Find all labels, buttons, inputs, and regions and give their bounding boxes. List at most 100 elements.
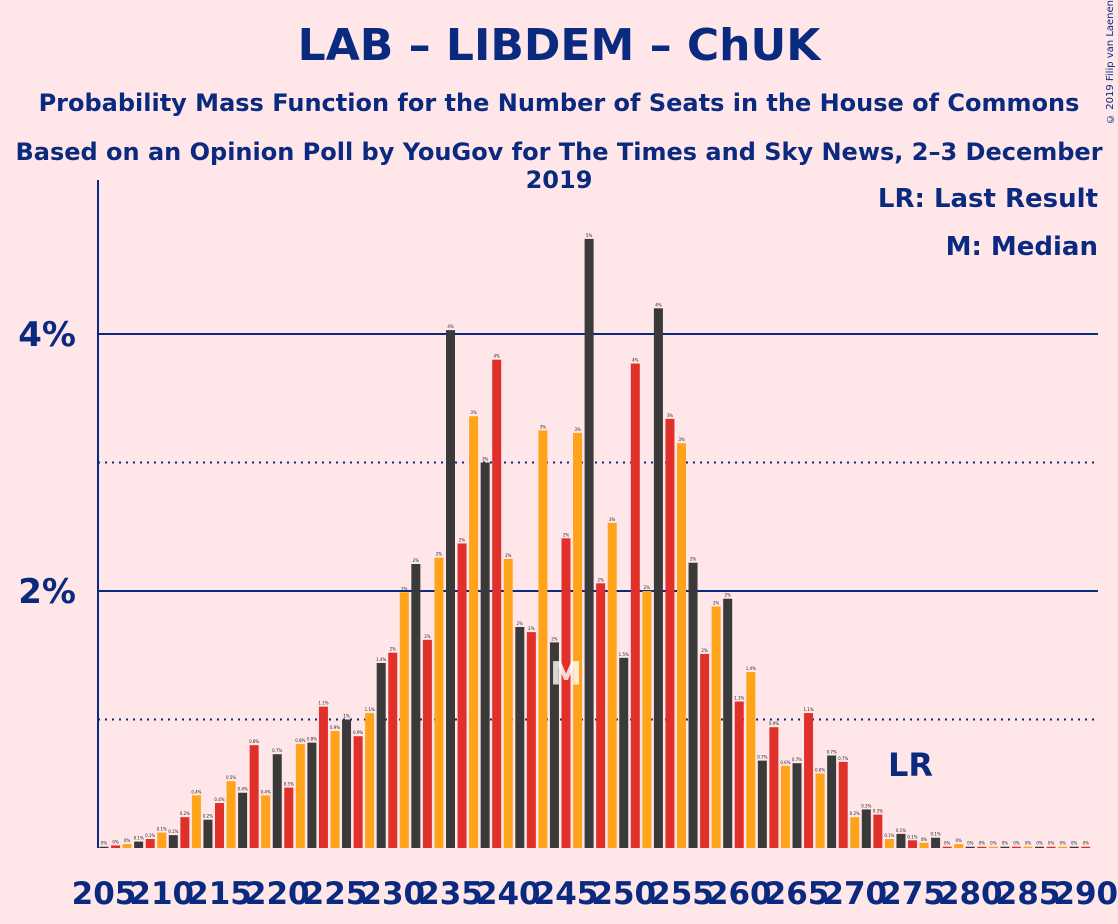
bar-value-label: 0.4% xyxy=(214,797,224,802)
bar xyxy=(353,736,363,848)
bar-value-label: 2% xyxy=(390,647,397,652)
bar xyxy=(422,639,432,848)
bar xyxy=(1011,846,1021,848)
bar xyxy=(411,564,421,848)
bar xyxy=(734,701,744,848)
bar xyxy=(538,430,548,848)
bar-value-label: 0.5% xyxy=(226,775,236,780)
bar xyxy=(942,846,952,848)
bar xyxy=(492,359,502,848)
bar-value-label: 0% xyxy=(1036,841,1043,846)
x-tick-label: 280 xyxy=(938,876,1003,912)
bar xyxy=(515,626,525,848)
y-tick-label: 2% xyxy=(18,572,76,612)
bar-value-label: 0.2% xyxy=(180,811,190,816)
chart-source: Based on an Opinion Poll by YouGov for T… xyxy=(15,138,1103,194)
bar xyxy=(838,761,848,848)
bar xyxy=(804,713,814,848)
bar xyxy=(434,557,444,848)
bar xyxy=(908,840,917,848)
x-tick-label: 290 xyxy=(1053,876,1118,912)
bar xyxy=(365,713,375,848)
bar xyxy=(1035,846,1045,848)
bar-value-label: 0% xyxy=(990,841,997,846)
bar-value-label: 0.1% xyxy=(134,836,144,841)
bar-value-label: 0% xyxy=(1083,841,1090,846)
bar-value-label: 0.4% xyxy=(238,787,248,792)
bar-value-label: 0% xyxy=(1048,841,1055,846)
chart-title: LAB – LIBDEM – ChUK xyxy=(297,20,821,71)
bar-value-label: 1.1% xyxy=(803,707,813,712)
bar xyxy=(642,591,652,848)
bar-value-label: 0.1% xyxy=(145,833,155,838)
bar xyxy=(792,763,802,848)
bar-value-label: 0.2% xyxy=(203,814,213,819)
bar-value-label: 0.1% xyxy=(884,833,894,838)
bar-value-label: 0.2% xyxy=(850,811,860,816)
bar-value-label: 0% xyxy=(124,838,131,843)
bar-value-label: 1% xyxy=(343,714,350,719)
bar-value-label: 0% xyxy=(1025,841,1032,846)
bar-value-label: 0.7% xyxy=(792,757,802,762)
bar-value-label: 0.3% xyxy=(861,803,871,808)
bar-value-label: 0% xyxy=(967,841,974,846)
bar-value-label: 0.4% xyxy=(191,789,201,794)
bar-value-label: 3% xyxy=(678,437,685,442)
bar xyxy=(1058,846,1068,848)
bar-value-label: 1.1% xyxy=(318,701,328,706)
bar xyxy=(1000,846,1010,848)
bar xyxy=(249,745,259,848)
x-tick-label: 235 xyxy=(418,876,483,912)
bar-value-label: 4% xyxy=(655,302,662,307)
bar-value-label: 2% xyxy=(517,621,524,626)
bar-value-label: 0.9% xyxy=(769,721,779,726)
bar xyxy=(388,652,398,848)
bar xyxy=(954,844,964,848)
bar xyxy=(1069,846,1079,848)
bar xyxy=(272,754,282,848)
bar xyxy=(457,543,467,848)
bar-value-label: 0.8% xyxy=(307,737,317,742)
bar xyxy=(815,773,825,848)
bar xyxy=(480,462,490,848)
bar xyxy=(780,765,790,848)
bar-value-label: 0.8% xyxy=(249,739,259,744)
x-tick-label: 210 xyxy=(129,876,194,912)
bar-value-label: 1.4% xyxy=(746,666,756,671)
x-tick-label: 265 xyxy=(765,876,830,912)
x-tick-label: 255 xyxy=(649,876,714,912)
bar-value-label: 3% xyxy=(482,457,489,462)
bar-value-label: 0.6% xyxy=(815,767,825,772)
bar-value-label: 4% xyxy=(494,354,501,359)
bar-value-label: 2% xyxy=(690,557,697,562)
bar-value-label: 1.5% xyxy=(619,652,629,657)
bar-value-label: 0.9% xyxy=(353,730,363,735)
bar xyxy=(861,809,871,848)
bar xyxy=(584,238,594,848)
bar xyxy=(619,657,629,848)
bar xyxy=(526,632,536,848)
bar-value-label: 1.1% xyxy=(734,696,744,701)
bar xyxy=(111,845,121,848)
bar-value-label: 2% xyxy=(725,593,732,598)
legend-last-result: LR: Last Result xyxy=(877,184,1098,214)
bar-value-label: 0% xyxy=(944,841,951,846)
bar-value-label: 3% xyxy=(609,517,616,522)
bar-value-label: 0.4% xyxy=(261,789,271,794)
bar xyxy=(295,743,305,848)
bar-value-label: 0.1% xyxy=(157,827,167,832)
bar xyxy=(931,837,941,848)
bar-value-label: 0% xyxy=(1013,841,1020,846)
bar-value-label: 0% xyxy=(1059,841,1066,846)
bar xyxy=(318,706,328,848)
bar-value-label: 2% xyxy=(459,537,466,542)
bar xyxy=(376,662,386,848)
bar xyxy=(215,803,224,848)
bar xyxy=(653,308,663,848)
bar xyxy=(723,598,733,848)
bar-value-label: 0% xyxy=(1002,841,1009,846)
bar-value-label: 1.4% xyxy=(376,657,386,662)
bar xyxy=(134,841,144,848)
bar xyxy=(630,363,640,848)
bar xyxy=(665,418,675,848)
